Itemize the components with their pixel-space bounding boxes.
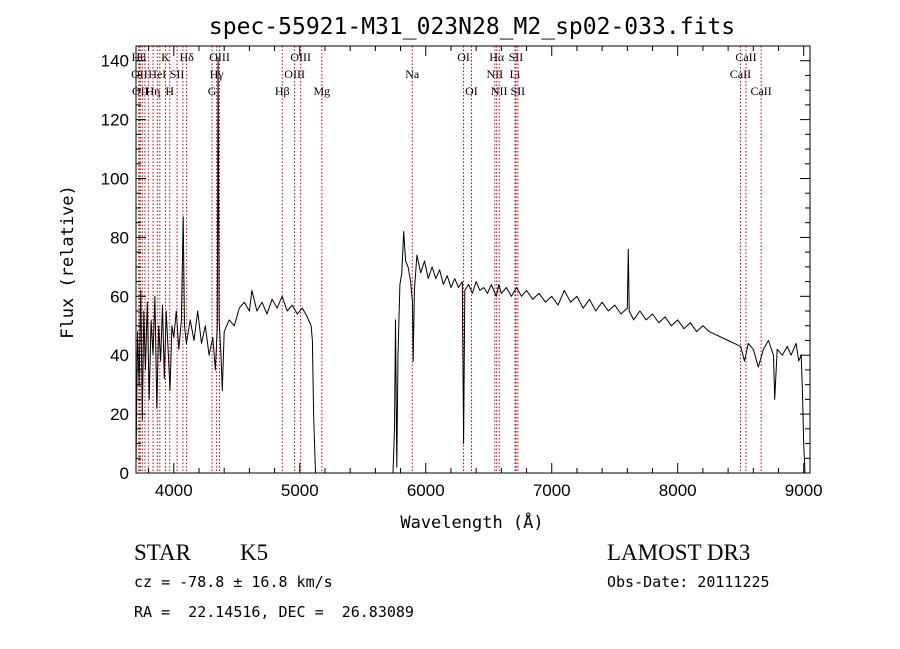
spectrum-line [135,57,806,474]
line-marker-label: CaII [730,67,751,81]
spectrum-series [135,57,806,474]
line-marker-label: OIII [284,67,305,81]
line-marker-label: SII [170,67,185,81]
y-tick-label: 140 [101,52,129,71]
line-marker-label: OIII [209,50,230,64]
line-marker-label: NII [491,84,508,98]
object-subclass: K5 [240,540,269,565]
line-marker-label: OIII [290,50,311,64]
line-marker-label: G [208,84,217,98]
y-tick-label: 100 [101,170,129,189]
line-marker-label: H [165,84,174,98]
y-tick-label: 60 [110,287,129,306]
y-tick-label: 80 [110,228,129,247]
line-marker-label: Mg [313,84,330,98]
y-tick-label: 40 [110,346,129,365]
ra-dec-coordinates: RA = 22.14516, DEC = 26.83089 [134,603,414,621]
line-marker-label: HeI [148,67,166,81]
line-marker-label: SII [511,84,526,98]
survey-name: LAMOST DR3 [607,540,751,565]
chart-title: spec-55921-M31_023N28_M2_sp02-033.fits [209,14,735,40]
line-marker-label: K [161,50,170,64]
line-marker-label: SII [509,50,524,64]
line-marker-label: Hγ [210,67,225,81]
x-tick-label: 9000 [785,481,823,500]
line-marker-label: CaII [750,84,771,98]
line-marker-label: OII [131,67,148,81]
plot-frame [135,45,811,474]
line-marker-label: Hθ [132,50,147,64]
axes: 4000 5000 6000 7000 8000 9000 0 20 40 60 80 100 120 1… [101,45,823,500]
y-tick-label: 0 [120,464,129,483]
line-marker-label: Hδ [179,50,194,64]
y-axis-label: Flux (relative) [58,185,78,339]
line-marker-label: Na [405,67,420,81]
x-axis-label: Wavelength (Å) [400,511,543,533]
x-tick-label: 5000 [281,481,319,500]
line-marker-label: OI [465,84,478,98]
line-marker-label: Hη [146,84,161,98]
line-marker-label: Hβ [275,84,290,98]
line-marker-label: CaII [735,50,756,64]
obs-date: Obs-Date: 20111225 [607,573,770,591]
x-tick-label: 6000 [407,481,445,500]
y-tick-label: 20 [110,405,129,424]
x-tick-label: 7000 [533,481,571,500]
x-tick-label: 8000 [659,481,697,500]
object-class: STAR [134,540,191,565]
line-marker-label: NII [486,67,503,81]
line-marker-label: OI [457,50,470,64]
redshift-cz: cz = -78.8 ± 16.8 km/s [134,573,333,591]
y-tick-label: 120 [101,111,129,130]
line-markers: HθOIIOIIHηHeIKHSIIHδGHγOIIIHβOIIIOIIIMgN… [131,46,772,473]
x-tick-label: 4000 [155,481,193,500]
line-marker-label: Li [510,67,521,81]
line-marker-label: Hα [489,50,505,64]
